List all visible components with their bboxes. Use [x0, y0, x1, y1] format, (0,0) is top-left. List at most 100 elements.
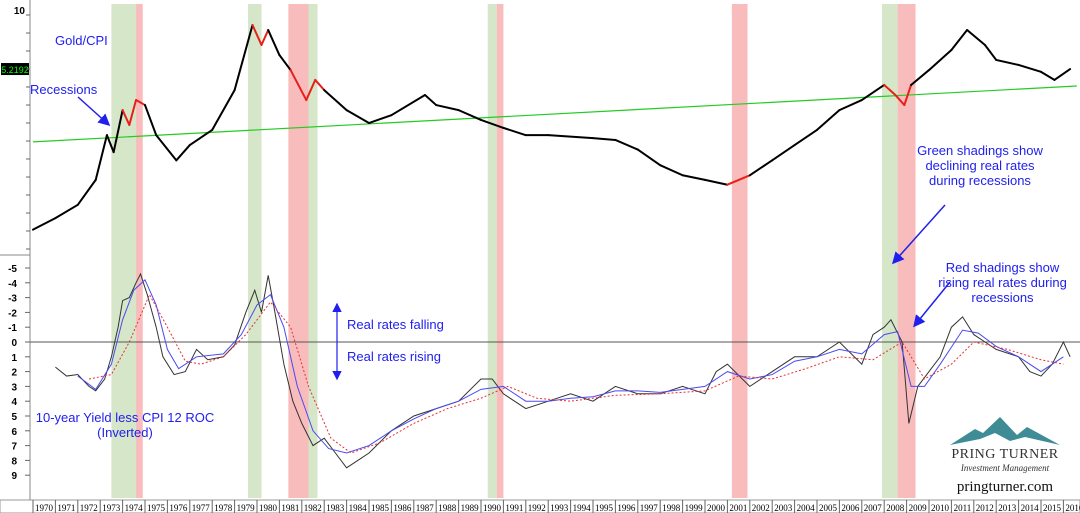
x-tick-label: 1973 [102, 503, 121, 513]
gold-cpi-segment [314, 78, 326, 92]
x-tick-label: 1990 [483, 503, 502, 513]
x-tick-label: 1999 [685, 503, 704, 513]
x-tick-label: 2010 [931, 503, 950, 513]
gold-cpi-segment [390, 94, 426, 117]
x-tick-label: 1979 [237, 503, 256, 513]
x-tick-label: 1994 [573, 503, 592, 513]
gold-cpi-segment [32, 217, 57, 231]
x-tick-label: 2004 [797, 503, 816, 513]
last-value-box [1, 63, 29, 76]
x-tick-label: 1974 [125, 503, 144, 513]
y-tick-label: 9 [11, 471, 17, 482]
gold-cpi-segment [54, 203, 79, 220]
x-tick-label: 1996 [617, 503, 636, 513]
gold-cpi-segment [726, 174, 751, 186]
gold-cpi-segment [636, 148, 662, 167]
y-tick-label: -1 [8, 323, 17, 334]
gold-cpi-segment [883, 83, 897, 97]
gold-cpi-segment [155, 134, 178, 162]
annotation-arrow [891, 204, 946, 265]
y-tick-label: -5 [8, 264, 17, 275]
gold-cpi-segment [289, 69, 308, 102]
lower-title-line2: (Inverted) [97, 425, 153, 440]
y-tick-label: 2 [11, 368, 17, 379]
gold-cpi-segment [816, 109, 841, 131]
gold-cpi-segment [251, 23, 263, 47]
pring-turner-logo: PRING TURNER Investment Management pring… [935, 415, 1075, 496]
gold-cpi-segment [748, 159, 774, 177]
gold-cpi-segment [614, 138, 639, 151]
x-tick-label: 2003 [774, 503, 793, 513]
y-tick-label: -2 [8, 308, 17, 319]
gold-cpi-segment [704, 178, 729, 186]
annotation-arrow [77, 96, 111, 127]
x-tick-label: 2000 [707, 503, 726, 513]
gold-cpi-segment [860, 83, 886, 102]
gold-cpi-segment [1053, 68, 1072, 81]
last-value-label: 5.2192 [1, 65, 29, 75]
gold-cpi-segment [112, 109, 124, 154]
x-tick-label: 1998 [662, 503, 681, 513]
x-tick-label: 1985 [371, 503, 390, 513]
x-tick-label: 2005 [819, 503, 838, 513]
x-tick-label: 2012 [976, 503, 994, 513]
gold-cpi-segment [793, 128, 818, 147]
gold-cpi-segment [950, 29, 969, 51]
gold-cpi-segment [105, 134, 115, 154]
logo-url[interactable]: pringturner.com [956, 479, 1054, 495]
gold-cpi-segment [547, 134, 594, 140]
gold-cpi-segment [144, 104, 158, 137]
gold-cpi-segment [233, 23, 254, 92]
gold-cpi-segment [910, 69, 930, 86]
recession-shading [897, 4, 916, 498]
x-tick-label: 1970 [35, 503, 54, 513]
real-rate-line [55, 272, 1071, 469]
gold-cpi-label: Gold/CPI [55, 33, 108, 48]
y-tick-label: 10 [14, 6, 26, 17]
gold-cpi-segment [592, 137, 617, 141]
x-tick-label: 2011 [954, 503, 972, 513]
recessions-label: Recessions [30, 82, 98, 97]
recession-shading [487, 4, 497, 498]
x-tick-label: 1986 [393, 503, 412, 513]
recession-shading [136, 4, 143, 498]
y-tick-label: 4 [11, 397, 17, 408]
recession-shading [308, 4, 318, 498]
gold-cpi-segment [424, 94, 438, 107]
y-tick-label: 6 [11, 427, 17, 438]
x-tick-label: 2014 [1021, 503, 1040, 513]
y-tick-label: 0 [11, 338, 17, 349]
y-tick-label: 7 [11, 442, 17, 453]
x-tick-label: 1972 [80, 503, 98, 513]
recession-shading [288, 4, 309, 498]
x-tick-label: 1981 [281, 503, 299, 513]
gold-cpi-segment [135, 99, 146, 107]
gold-cpi-segment [681, 174, 706, 181]
real-rate-slow-ma [88, 293, 1064, 454]
green-shadings-note: Green shadings show declining real rates… [917, 143, 1043, 188]
x-axis-band [0, 499, 1080, 513]
x-tick-label: 2002 [752, 503, 770, 513]
recession-shading [731, 4, 748, 498]
logo-tagline: Investment Management [960, 463, 1050, 473]
gold-cpi-segment [121, 109, 131, 126]
gold-cpi-segment [995, 58, 1020, 66]
annotation-arrow [913, 281, 951, 328]
x-tick-label: 1975 [147, 503, 166, 513]
x-tick-label: 1980 [259, 503, 278, 513]
x-tick-label: 2013 [998, 503, 1017, 513]
trendline [32, 85, 1077, 143]
x-tick-label: 2015 [1043, 503, 1062, 513]
x-tick-label: 1978 [214, 503, 233, 513]
gold-cpi-segment [345, 109, 370, 125]
x-tick-label: 1993 [550, 503, 569, 513]
y-tick-label: 3 [11, 382, 17, 393]
gold-cpi-segment [894, 94, 906, 107]
recession-shading [111, 4, 137, 498]
x-tick-label: 1976 [169, 503, 188, 513]
gold-cpi-segment [188, 128, 214, 147]
gold-cpi-segment [435, 104, 460, 112]
y-tick-label: 5 [11, 412, 17, 423]
real-rate-fast-ma [77, 278, 1064, 454]
